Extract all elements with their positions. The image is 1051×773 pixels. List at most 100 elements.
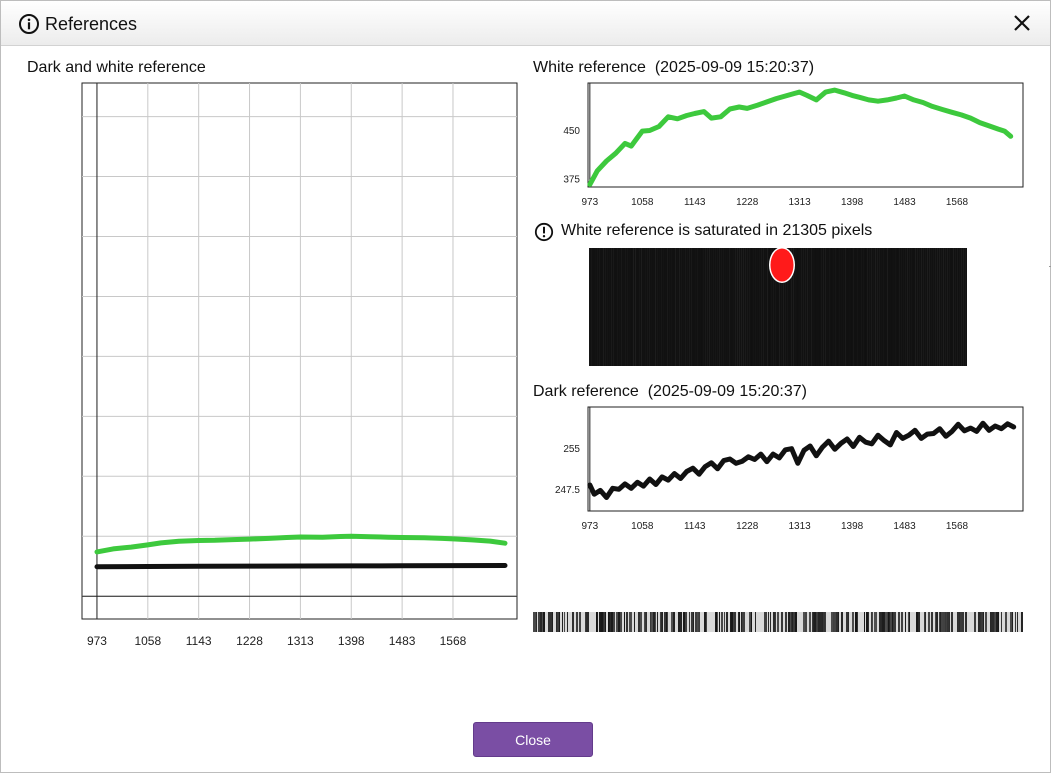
info-circle-icon bbox=[18, 13, 40, 35]
x-tick-label: 1568 bbox=[946, 197, 969, 208]
barcode-bar bbox=[693, 612, 694, 632]
sensor-column bbox=[893, 248, 894, 366]
x-tick-label: 1568 bbox=[440, 634, 467, 648]
barcode-bar bbox=[550, 612, 552, 632]
barcode-bar bbox=[981, 612, 983, 632]
barcode-bar bbox=[994, 612, 995, 632]
barcode-bar bbox=[655, 612, 656, 632]
sensor-column bbox=[703, 248, 704, 366]
sensor-column bbox=[667, 248, 668, 366]
barcode-bar bbox=[600, 612, 601, 632]
sensor-column bbox=[749, 248, 750, 366]
barcode-bar bbox=[893, 612, 894, 632]
barcode-bar bbox=[722, 612, 723, 632]
sensor-column bbox=[795, 248, 796, 366]
sensor-column bbox=[709, 248, 710, 366]
sensor-column bbox=[767, 248, 768, 366]
sensor-column bbox=[725, 248, 726, 366]
barcode-bar bbox=[957, 612, 958, 632]
barcode-bar bbox=[579, 612, 581, 632]
barcode-bar bbox=[611, 612, 613, 632]
sensor-column bbox=[717, 248, 718, 366]
sensor-column bbox=[863, 248, 864, 366]
barcode-bar bbox=[1015, 612, 1016, 632]
barcode-bar bbox=[634, 612, 635, 632]
title-bar: References bbox=[1, 1, 1050, 46]
barcode-bar bbox=[951, 612, 953, 632]
barcode-bar bbox=[653, 612, 655, 632]
barcode-bar bbox=[885, 612, 887, 632]
barcode-bar bbox=[726, 612, 728, 632]
sensor-column bbox=[769, 248, 770, 366]
sensor-column bbox=[791, 248, 792, 366]
barcode-bar bbox=[881, 612, 882, 632]
x-tick-label: 1398 bbox=[841, 521, 864, 532]
barcode-bar bbox=[809, 612, 811, 632]
barcode-bar bbox=[706, 612, 707, 632]
barcode-bar bbox=[556, 612, 557, 632]
barcode-bar bbox=[673, 612, 675, 632]
sensor-column bbox=[937, 248, 938, 366]
barcode-bar bbox=[741, 612, 742, 632]
barcode-bar bbox=[698, 612, 699, 632]
x-tick-label: 1143 bbox=[186, 634, 212, 648]
barcode-bar bbox=[814, 612, 816, 632]
series-line-1 bbox=[94, 563, 508, 570]
close-button[interactable]: Close bbox=[473, 722, 593, 757]
barcode-bar bbox=[823, 612, 824, 632]
barcode-bar bbox=[936, 612, 938, 632]
sensor-column bbox=[827, 248, 828, 366]
barcode-bar bbox=[697, 612, 698, 632]
sensor-column bbox=[715, 248, 716, 366]
barcode-bar bbox=[587, 612, 589, 632]
sensor-column bbox=[723, 248, 724, 366]
barcode-bar bbox=[935, 612, 936, 632]
sensor-column bbox=[849, 248, 850, 366]
barcode-bar bbox=[662, 612, 663, 632]
sensor-column bbox=[719, 248, 720, 366]
barcode-bar bbox=[848, 612, 849, 632]
barcode-bar bbox=[738, 612, 739, 632]
barcode-bar bbox=[871, 612, 872, 632]
white-reference-chart: 375 450 973 1058 1143 1228 1313 1398 1483 1568 bbox=[551, 82, 1031, 208]
sensor-column bbox=[735, 248, 736, 366]
barcode-bar bbox=[645, 612, 646, 632]
barcode-bar bbox=[765, 612, 767, 632]
barcode-bar bbox=[1001, 612, 1002, 632]
barcode-bar bbox=[777, 612, 779, 632]
sensor-column bbox=[803, 248, 804, 366]
sensor-column bbox=[691, 248, 692, 366]
sensor-column bbox=[673, 248, 674, 366]
y-tick-label: 247.5 bbox=[555, 485, 580, 496]
barcode-bar bbox=[825, 612, 826, 632]
x-tick-label: 1398 bbox=[841, 197, 864, 208]
x-tick-label: 1483 bbox=[389, 634, 416, 648]
sensor-column bbox=[693, 248, 694, 366]
barcode-bar bbox=[888, 612, 889, 632]
saturated-region bbox=[770, 248, 794, 282]
barcode-bar bbox=[536, 612, 537, 632]
barcode-bar bbox=[836, 612, 838, 632]
barcode-bar bbox=[803, 612, 805, 632]
sensor-column bbox=[961, 248, 962, 366]
sensor-column bbox=[959, 248, 960, 366]
sensor-column bbox=[681, 248, 682, 366]
sensor-column bbox=[785, 248, 786, 366]
sensor-column bbox=[907, 248, 908, 366]
sensor-column bbox=[615, 248, 616, 366]
sensor-column bbox=[669, 248, 670, 366]
barcode-bar bbox=[691, 612, 693, 632]
x-tick-label: 1568 bbox=[946, 521, 969, 532]
close-icon[interactable] bbox=[1011, 12, 1033, 34]
sensor-column bbox=[601, 248, 602, 366]
sensor-column bbox=[771, 248, 772, 366]
sensor-column bbox=[909, 248, 910, 366]
sensor-column bbox=[701, 248, 702, 366]
sensor-column bbox=[627, 248, 628, 366]
barcode-bar bbox=[991, 612, 992, 632]
sensor-column bbox=[765, 248, 766, 366]
barcode-bar bbox=[618, 612, 620, 632]
sensor-column bbox=[793, 248, 794, 366]
barcode-bar bbox=[939, 612, 940, 632]
window-title: References bbox=[45, 14, 138, 34]
